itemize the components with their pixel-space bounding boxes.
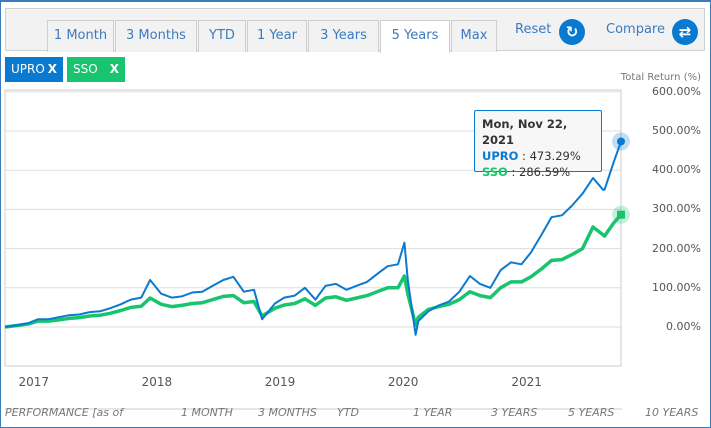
performance-title: PERFORMANCE [as of (5, 406, 124, 419)
ticker-label: SSO (73, 62, 98, 76)
series-line-sso (4, 213, 623, 329)
tab-3-months[interactable]: 3 Months (115, 20, 197, 52)
y-tick-label: 500.00% (652, 124, 701, 137)
x-tick-label: 2017 (18, 375, 50, 389)
tooltip-date: Mon, Nov 22, 2021 (482, 117, 568, 147)
reset-button[interactable]: Reset (515, 22, 552, 37)
y-tick-label: 600.00% (652, 84, 701, 98)
tab-1-month[interactable]: 1 Month (47, 20, 114, 52)
hover-marker-upro (617, 137, 625, 146)
series-line-upro (4, 141, 622, 336)
swap-arrows-icon[interactable]: ⇄ (672, 19, 698, 45)
x-tick-label: 2018 (141, 375, 173, 389)
ticker-tag-sso: SSO X (67, 57, 125, 82)
y-tick-label: 200.00% (652, 241, 701, 255)
y-tick-label: 0.00% (666, 320, 701, 333)
tooltip-value: 473.29% (529, 149, 581, 163)
tooltip: Mon, Nov 22, 2021 UPRO : 473.29% SSO : 2… (474, 110, 602, 179)
perf-col: 1 YEAR (413, 406, 453, 419)
perf-col: 10 YEARS (645, 406, 699, 419)
x-tick-label: 2021 (511, 375, 542, 389)
refresh-icon[interactable]: ↻ (559, 19, 585, 45)
tooltip-series-name: UPRO (482, 149, 519, 163)
perf-col: 1 MONTH (181, 406, 233, 419)
x-tick-label: 2020 (387, 375, 419, 389)
perf-col: YTD (337, 406, 359, 419)
ticker-tag-upro: UPRO X (5, 57, 63, 82)
tab-ytd[interactable]: YTD (198, 20, 246, 52)
range-tabbar: 1 Month 3 Months YTD 1 Year 3 Years 5 Ye… (5, 8, 705, 53)
plot-border (4, 89, 622, 367)
perf-col: 3 YEARS (491, 406, 538, 419)
tab-1-year[interactable]: 1 Year (247, 20, 307, 52)
y-axis-title: Total Return (%) (620, 72, 701, 83)
y-tick-label: 300.00% (652, 202, 701, 216)
remove-sso-button[interactable]: X (109, 62, 119, 76)
y-tick-label: 400.00% (652, 163, 701, 177)
remove-upro-button[interactable]: X (47, 62, 57, 76)
perf-col: 3 MONTHS (258, 406, 317, 419)
tab-5-years[interactable]: 5 Years (380, 20, 450, 53)
y-tick-label: 100.00% (652, 280, 701, 294)
tooltip-value: 286.59% (519, 165, 571, 179)
x-tick-label: 2019 (264, 375, 296, 389)
perf-col: 5 YEARS (568, 406, 615, 419)
hover-marker-sso (617, 210, 625, 219)
tooltip-series-name: SSO (482, 165, 508, 179)
tab-max[interactable]: Max (451, 20, 497, 52)
tab-3-years[interactable]: 3 Years (308, 20, 379, 52)
compare-button[interactable]: Compare (606, 22, 665, 37)
ticker-label: UPRO (11, 62, 45, 76)
